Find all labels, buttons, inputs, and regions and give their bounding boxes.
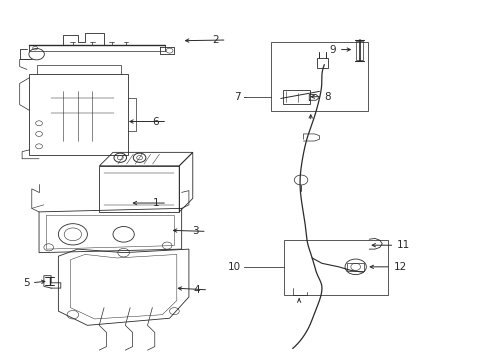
Bar	[283, 90, 309, 104]
Bar	[355, 41, 362, 60]
Text: 7: 7	[234, 92, 241, 102]
Bar	[347, 263, 363, 271]
Text: 2: 2	[212, 35, 218, 45]
Text: 12: 12	[393, 262, 406, 272]
Text: 1: 1	[152, 198, 159, 208]
Text: 9: 9	[329, 45, 336, 55]
Bar	[270, 42, 367, 111]
Text: 6: 6	[152, 117, 159, 126]
Text: 11: 11	[396, 240, 409, 250]
Text: 8: 8	[324, 92, 330, 102]
Bar	[316, 58, 327, 68]
Text: 5: 5	[23, 279, 29, 288]
Text: 10: 10	[227, 262, 241, 272]
Text: 4: 4	[193, 285, 200, 295]
Bar	[284, 240, 387, 295]
Text: 3: 3	[192, 226, 199, 237]
